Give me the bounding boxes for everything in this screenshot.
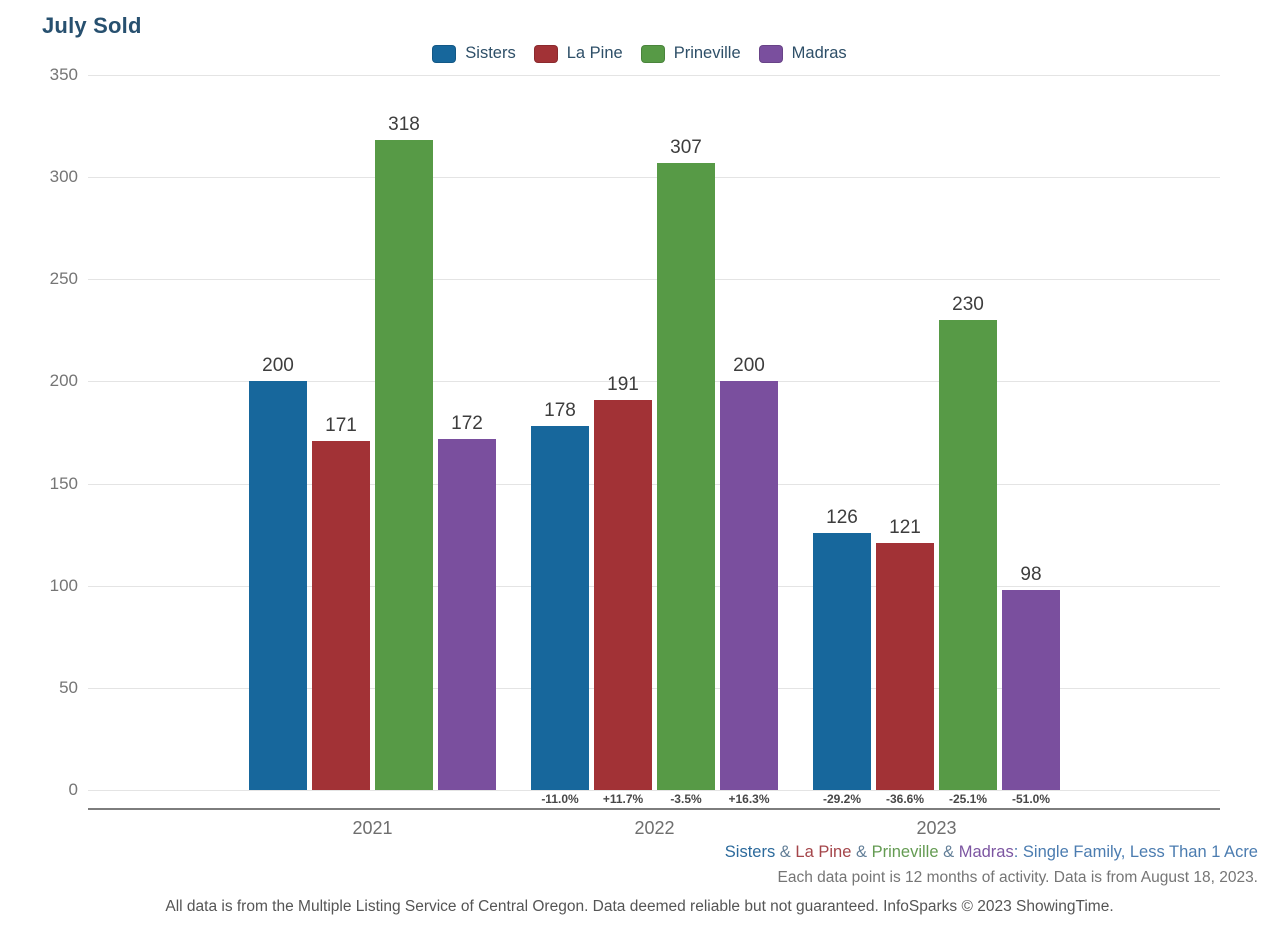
bar-la-pine-2022[interactable] — [594, 400, 652, 790]
footnote-disclaimer: All data is from the Multiple Listing Se… — [165, 898, 1114, 915]
gridline-100 — [88, 586, 1220, 587]
y-tick-label: 150 — [49, 474, 78, 493]
footnote-segment: Prineville — [871, 843, 939, 861]
gridline-150 — [88, 484, 1220, 485]
bar-la-pine-2021[interactable] — [312, 441, 370, 790]
x-axis-label-2022: 2022 — [634, 818, 675, 838]
gridline-0 — [88, 790, 1220, 791]
footnote-series-filter: Sisters & La Pine & Prineville & Madras:… — [725, 843, 1258, 862]
bar-la-pine-2023[interactable] — [876, 543, 934, 790]
pct-change-label: -29.2% — [822, 792, 862, 806]
madras-swatch-icon — [758, 44, 783, 63]
legend-item-prineville[interactable]: Prineville — [640, 44, 741, 63]
bar-value-label: 307 — [670, 137, 702, 158]
bar-value-label: 318 — [388, 114, 420, 135]
sisters-swatch-icon — [432, 44, 457, 63]
footnote-segment: La Pine — [795, 843, 852, 861]
legend-label: Sisters — [465, 44, 516, 62]
pct-change-label: -25.1% — [948, 792, 988, 806]
gridline-250 — [88, 279, 1220, 280]
chart-title: July Sold — [42, 13, 142, 38]
bar-prineville-2021[interactable] — [375, 140, 433, 790]
pct-change-label: +11.7% — [602, 792, 644, 806]
x-axis-line — [88, 808, 1220, 810]
footnote-segment: Madras — [958, 843, 1014, 861]
bar-prineville-2022[interactable] — [657, 163, 715, 790]
pct-change-label: -51.0% — [1011, 792, 1051, 806]
legend-label: Prineville — [673, 44, 741, 62]
prineville-swatch-icon — [640, 44, 665, 63]
pct-change-label: +16.3% — [728, 792, 770, 806]
legend-label: La Pine — [566, 44, 623, 62]
legend: Sisters La Pine Prineville Madras — [0, 44, 1279, 63]
bar-madras-2023[interactable] — [1002, 590, 1060, 790]
x-axis-label-2021: 2021 — [352, 818, 393, 838]
bar-value-label: 178 — [544, 400, 576, 421]
bar-value-label: 121 — [889, 517, 921, 538]
y-tick-label: 300 — [49, 167, 78, 186]
y-tick-label: 100 — [49, 576, 78, 595]
legend-item-sisters[interactable]: Sisters — [432, 44, 516, 63]
bar-value-label: 200 — [262, 355, 294, 376]
y-tick-label: 200 — [49, 371, 78, 390]
footnote-segment: Sisters — [724, 843, 776, 861]
bar-value-label: 200 — [733, 355, 765, 376]
bar-value-label: 126 — [826, 507, 858, 528]
gridline-300 — [88, 177, 1220, 178]
bar-sisters-2022[interactable] — [531, 426, 589, 790]
footnote-segment: & — [851, 843, 872, 861]
bar-madras-2021[interactable] — [438, 439, 496, 790]
y-tick-label: 0 — [68, 780, 78, 799]
footnote-segment: & — [775, 843, 796, 861]
y-tick-label: 50 — [59, 678, 78, 697]
bar-sisters-2023[interactable] — [813, 533, 871, 790]
bar-value-label: 230 — [952, 294, 984, 315]
footnote-segment: & — [938, 843, 959, 861]
legend-label: Madras — [791, 44, 847, 62]
bar-sisters-2021[interactable] — [249, 381, 307, 790]
bar-madras-2022[interactable] — [720, 381, 778, 790]
legend-item-la-pine[interactable]: La Pine — [533, 44, 623, 63]
la-pine-swatch-icon — [533, 44, 558, 63]
bar-prineville-2023[interactable] — [939, 320, 997, 790]
gridline-350 — [88, 75, 1220, 76]
pct-change-label: -11.0% — [541, 792, 579, 806]
bar-value-label: 191 — [607, 374, 639, 395]
y-tick-label: 350 — [49, 65, 78, 84]
x-axis-label-2023: 2023 — [916, 818, 957, 838]
pct-change-label: -3.5% — [670, 792, 702, 806]
bar-value-label: 98 — [1020, 564, 1042, 585]
legend-item-madras[interactable]: Madras — [758, 44, 847, 63]
pct-change-label: -36.6% — [885, 792, 925, 806]
footnote-data-period: Each data point is 12 months of activity… — [777, 869, 1258, 886]
gridline-50 — [88, 688, 1220, 689]
bar-value-label: 172 — [451, 413, 483, 434]
gridline-200 — [88, 381, 1220, 382]
footnote-segment: : Single Family, Less Than 1 Acre — [1013, 843, 1258, 861]
y-tick-label: 250 — [49, 269, 78, 288]
bar-value-label: 171 — [325, 415, 357, 436]
